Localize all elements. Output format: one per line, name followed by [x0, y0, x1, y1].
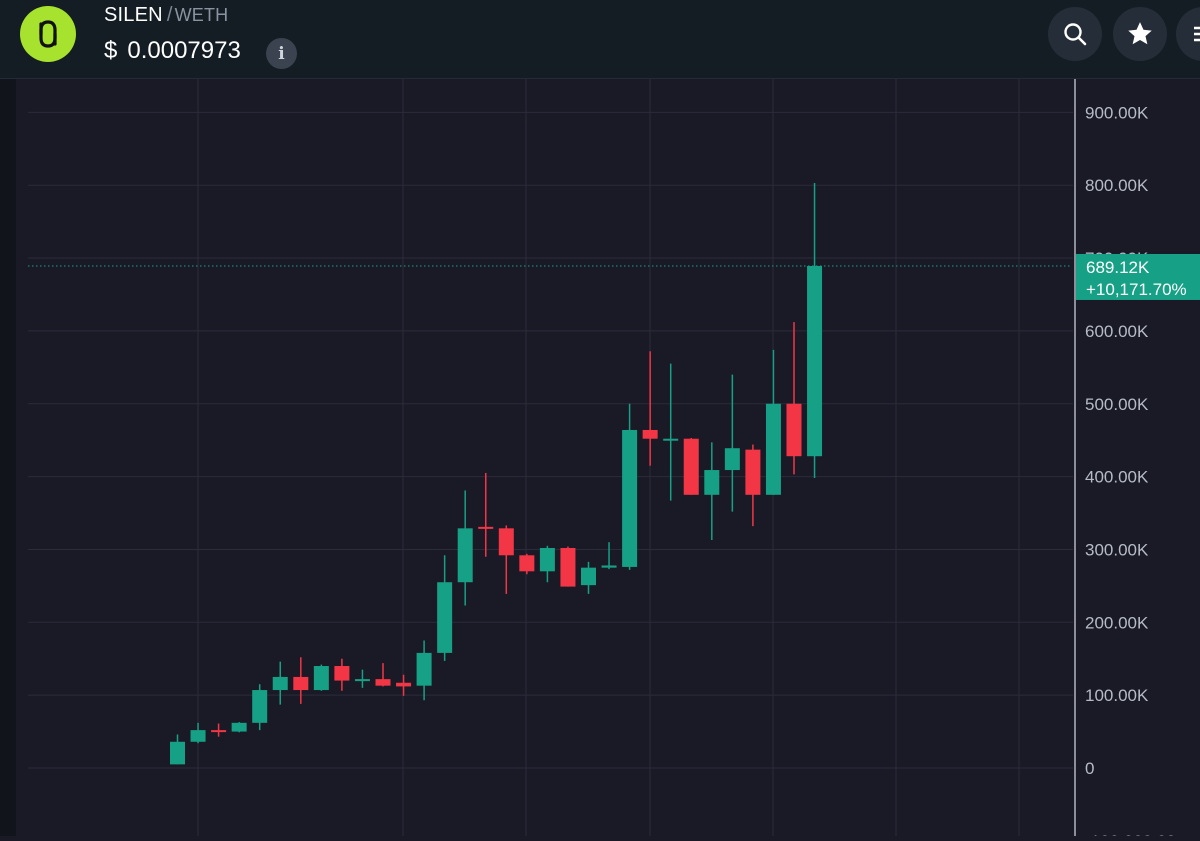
candle: [416, 640, 432, 701]
candle: [293, 657, 309, 704]
y-tick-label: 800.00K: [1085, 176, 1149, 195]
y-axis-labels: 900.00K800.00K700.00K600.00K500.00K400.0…: [1085, 103, 1176, 841]
candle: [272, 661, 288, 705]
candle-body: [765, 403, 781, 495]
quote-symbol: WETH: [174, 5, 229, 25]
y-tick-label: 900.00K: [1085, 103, 1149, 122]
info-icon[interactable]: i: [266, 38, 297, 69]
candlestick-chart[interactable]: 900.00K800.00K700.00K600.00K500.00K400.0…: [0, 79, 1200, 841]
candle-body: [498, 528, 514, 556]
candle: [683, 437, 699, 495]
candle: [765, 349, 781, 495]
candle-body: [231, 722, 247, 732]
candles: [170, 183, 823, 765]
candle-body: [581, 567, 596, 586]
candle: [334, 658, 350, 691]
candle: [560, 546, 576, 587]
menu-icon: [1194, 26, 1200, 42]
candle-body: [683, 438, 699, 495]
candle-body: [416, 652, 432, 686]
candle: [704, 442, 720, 540]
candle: [231, 722, 247, 733]
candle: [190, 722, 206, 744]
candle-body: [786, 403, 802, 457]
candle: [539, 545, 555, 583]
candle: [170, 734, 185, 765]
candle: [354, 669, 370, 688]
logo-icon[interactable]: [20, 6, 76, 62]
y-tick-label: 300.00K: [1085, 540, 1149, 559]
candle-body: [272, 676, 288, 691]
currency-symbol: $: [104, 37, 118, 64]
candle-body: [642, 429, 658, 439]
candle-body: [724, 448, 740, 471]
candle-body: [663, 438, 679, 441]
favorite-button[interactable]: [1113, 7, 1167, 61]
pair-separator: /: [166, 4, 173, 26]
candle-body: [211, 730, 227, 733]
left-edge-strip: [0, 79, 16, 836]
base-symbol: SILEN: [104, 4, 163, 26]
candle-body: [190, 730, 206, 742]
candle: [807, 183, 823, 479]
candle-body: [375, 679, 391, 686]
price-display: $0.0007973: [104, 37, 241, 65]
current-price-label: 689.12K: [1086, 258, 1150, 277]
candle: [786, 322, 802, 475]
candle-body: [601, 565, 617, 568]
candle: [396, 674, 412, 696]
header: SILEN / WETH $0.0007973 i: [0, 0, 1200, 79]
y-tick-label: 200.00K: [1085, 613, 1149, 632]
candle: [663, 363, 679, 501]
menu-button[interactable]: [1176, 7, 1200, 61]
candle-body: [622, 429, 638, 567]
candle: [519, 553, 535, 575]
candle-body: [396, 682, 412, 687]
y-tick-label: 100.00K: [1085, 686, 1149, 705]
candle-body: [293, 676, 309, 691]
candle-body: [457, 528, 473, 583]
candle-body: [539, 547, 555, 572]
candle: [601, 542, 617, 570]
candle-body: [807, 265, 823, 457]
candle: [211, 723, 227, 737]
candle-body: [313, 666, 329, 691]
current-price-badge: [1076, 253, 1200, 300]
candle-body: [437, 582, 453, 653]
candle-body: [334, 666, 350, 681]
candle: [375, 663, 391, 687]
star-icon: [1128, 22, 1152, 45]
candle-body: [745, 449, 761, 495]
candle: [498, 525, 514, 594]
candle: [745, 444, 761, 527]
candle-body: [170, 741, 185, 765]
candle: [581, 561, 596, 594]
candle: [437, 555, 453, 661]
price-chart[interactable]: 900.00K800.00K700.00K600.00K500.00K400.0…: [0, 79, 1200, 841]
candle-body: [354, 679, 370, 682]
candle: [622, 403, 638, 570]
search-button[interactable]: [1048, 7, 1102, 61]
pair-title: SILEN / WETH: [104, 4, 228, 27]
y-tick-label: 400.00K: [1085, 468, 1149, 487]
candle-body: [519, 555, 535, 572]
y-tick-label: 500.00K: [1085, 395, 1149, 414]
candle-body: [704, 470, 720, 495]
candle: [457, 490, 473, 606]
change-percent-label: +10,171.70%: [1086, 280, 1187, 299]
price-value: 0.0007973: [127, 37, 241, 64]
candle-body: [560, 547, 576, 587]
candle: [724, 374, 740, 512]
y-tick-label: -100,000.00: [1085, 832, 1176, 836]
search-icon: [1064, 23, 1087, 46]
candle-body: [252, 690, 268, 723]
candle: [313, 664, 329, 691]
grid: [28, 79, 1073, 836]
candle: [642, 351, 658, 466]
candle: [478, 472, 494, 557]
y-tick-label: 0: [1085, 759, 1094, 778]
candle-body: [478, 526, 494, 529]
candle: [252, 684, 268, 731]
y-tick-label: 600.00K: [1085, 322, 1149, 341]
